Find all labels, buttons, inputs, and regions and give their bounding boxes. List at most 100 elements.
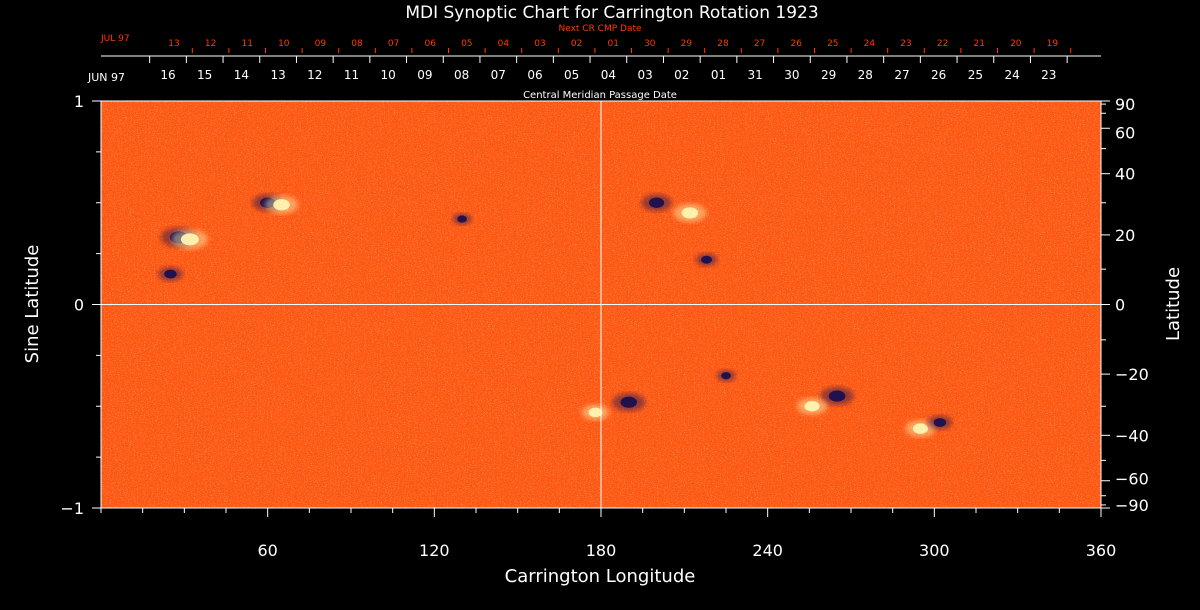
active-region-positive: [581, 404, 610, 421]
x-tick-label: 60: [257, 541, 277, 560]
y-tick-label-right: −60: [1115, 470, 1149, 489]
y-tick-label-right: −90: [1115, 496, 1149, 515]
region-core: [804, 401, 820, 412]
region-core: [180, 233, 199, 246]
next-cr-date-label: 29: [681, 39, 693, 49]
next-cr-date-label: 04: [498, 39, 510, 49]
y-tick-label-left: 0: [74, 296, 84, 315]
active-region-negative: [158, 266, 183, 282]
chart-title: MDI Synoptic Chart for Carrington Rotati…: [405, 3, 818, 23]
cmp-date-label: 25: [968, 68, 983, 82]
y-tick-label-right: 0: [1115, 296, 1125, 315]
cmp-date-label: 06: [527, 68, 542, 82]
x-tick-label: 240: [752, 541, 783, 560]
y-tick-label-right: 60: [1115, 123, 1135, 142]
next-cr-date-label: 13: [168, 39, 179, 49]
next-cr-axis-label: Next CR CMP Date: [558, 24, 642, 34]
region-core: [588, 407, 603, 418]
region-core: [701, 255, 713, 264]
next-cr-date-label: 20: [1010, 39, 1022, 49]
active-region-positive: [171, 229, 208, 250]
region-core: [912, 423, 929, 434]
active-region-positive: [796, 397, 828, 415]
cmp-date-label: 12: [307, 68, 322, 82]
next-cr-date-label: 02: [571, 39, 582, 49]
active-region-negative: [641, 194, 672, 212]
cmp-axis-label: Central Meridian Passage Date: [523, 90, 677, 101]
cmp-date-label: 23: [1041, 68, 1056, 82]
y-tick-label-right: 20: [1115, 226, 1135, 245]
next-cr-date-label: 26: [790, 39, 802, 49]
cmp-date-label: 03: [637, 68, 652, 82]
cmp-date-label: 16: [160, 68, 175, 82]
cmp-date-label: 29: [821, 68, 836, 82]
next-cr-date-label: 05: [461, 39, 472, 49]
next-cr-date-label: 11: [241, 39, 252, 49]
cmp-date-label: 08: [454, 68, 469, 82]
next-cr-date-label: 07: [388, 39, 399, 49]
region-core: [648, 197, 665, 208]
active-region-negative: [695, 253, 718, 267]
cmp-date-label: 05: [564, 68, 579, 82]
active-region-positive: [264, 195, 299, 215]
active-region-positive: [673, 203, 707, 223]
next-cr-date-label: 28: [717, 39, 729, 49]
cmp-date-label: 31: [748, 68, 763, 82]
cmp-date-label: 11: [344, 68, 359, 82]
next-cr-date-label: 22: [937, 39, 948, 49]
region-core: [457, 215, 467, 223]
region-core: [721, 372, 731, 380]
next-cr-date-label: 19: [1047, 39, 1059, 49]
cmp-date-label: 15: [197, 68, 212, 82]
axes: Carrington Longitude Sine Latitude Latit…: [22, 92, 1184, 587]
y-tick-label-left: 1: [74, 92, 84, 111]
cmp-date-label: 28: [858, 68, 873, 82]
region-core: [273, 199, 290, 211]
cmp-date-label: 01: [711, 68, 726, 82]
region-core: [681, 207, 699, 219]
active-regions: [158, 194, 953, 438]
cmp-date-label: 09: [417, 68, 432, 82]
next-cr-cmp-axis: Next CR CMP Date JUL 97 13 12 11 10 09 08 07 06…: [100, 24, 1072, 53]
next-cr-date-label: 06: [424, 39, 436, 49]
next-cr-month-label: JUL 97: [100, 34, 130, 44]
cmp-month-label: JUN 97: [87, 71, 125, 84]
next-cr-date-label: 24: [864, 39, 876, 49]
active-region-negative: [612, 392, 646, 412]
region-core: [620, 396, 638, 408]
active-region-negative: [927, 415, 953, 430]
y-tick-label-right: −40: [1115, 426, 1149, 445]
next-cr-date-label: 12: [205, 39, 216, 49]
next-cr-date-label: 27: [754, 39, 765, 49]
cmp-date-label: 13: [270, 68, 285, 82]
x-axis-label: Carrington Longitude: [505, 566, 696, 587]
y-tick-label-left: −1: [60, 499, 84, 518]
y-tick-label-right: 90: [1115, 95, 1135, 114]
next-cr-date-label: 09: [315, 39, 327, 49]
region-core: [933, 418, 947, 427]
cmp-date-label: 26: [931, 68, 946, 82]
cmp-date-label: 14: [234, 68, 249, 82]
plot-area: [100, 100, 1102, 509]
cmp-date-label: 27: [894, 68, 909, 82]
next-cr-date-label: 25: [827, 39, 838, 49]
active-region-negative: [820, 386, 854, 406]
x-tick-label: 360: [1086, 541, 1117, 560]
next-cr-date-label: 23: [900, 39, 911, 49]
cmp-date-label: 07: [491, 68, 506, 82]
y-tick-label-right: −20: [1115, 365, 1149, 384]
next-cr-date-label: 03: [534, 39, 545, 49]
region-core: [164, 269, 177, 279]
cmp-date-label: 02: [674, 68, 689, 82]
x-tick-label: 300: [919, 541, 950, 560]
region-core: [828, 390, 846, 402]
next-cr-date-label: 08: [351, 39, 363, 49]
next-cr-date-label: 30: [644, 39, 656, 49]
x-tick-label: 120: [419, 541, 450, 560]
active-region-negative: [452, 213, 472, 225]
cmp-date-axis: JUN 97 Central Meridian Passage Date 16 1…: [87, 55, 1101, 101]
cmp-date-label: 10: [381, 68, 396, 82]
next-cr-date-label: 10: [278, 39, 290, 49]
next-cr-date-label: 21: [973, 39, 984, 49]
